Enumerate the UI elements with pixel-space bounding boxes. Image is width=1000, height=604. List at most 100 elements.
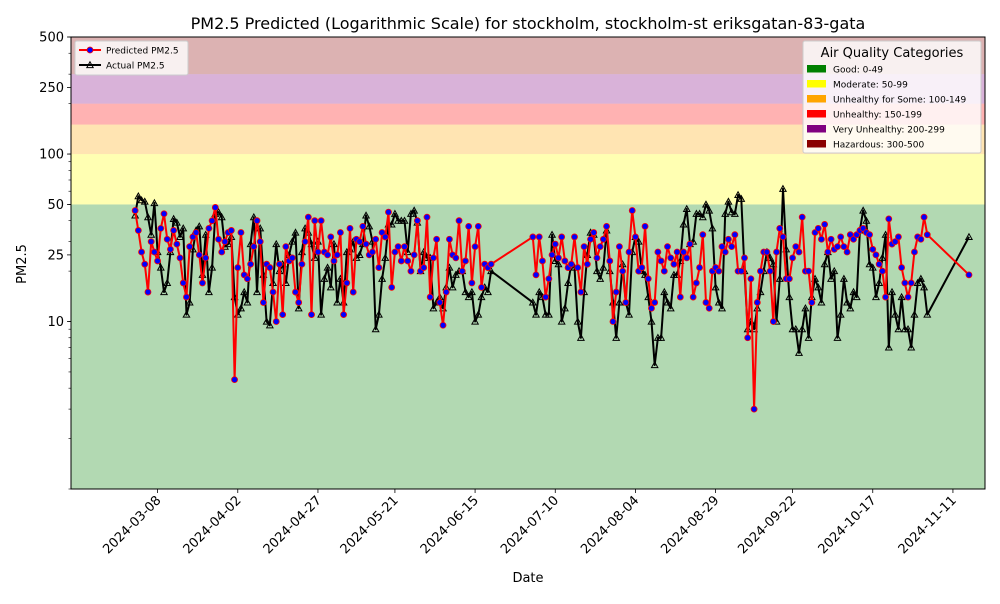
predicted-point: [195, 251, 203, 259]
actual-point: [714, 298, 723, 306]
series-0: [131, 204, 973, 413]
actual-point: [272, 239, 281, 248]
actual-point: [849, 287, 858, 296]
actual-point: [429, 304, 438, 312]
x-axis-label: Date: [512, 571, 543, 586]
aqi-legend-title: Air Quality Categories: [821, 46, 964, 61]
predicted-point: [891, 238, 899, 246]
actual-point: [320, 274, 329, 282]
predicted-point: [654, 248, 662, 256]
predicted-point: [574, 264, 582, 271]
predicted-point: [676, 293, 684, 301]
predicted-point: [369, 248, 376, 256]
predicted-point: [686, 240, 694, 248]
x-tick-label: 2024-04-02: [181, 493, 245, 557]
predicted-point: [737, 267, 745, 275]
predicted-point: [606, 257, 614, 265]
actual-point: [410, 206, 419, 214]
aqi-legend-swatch-0: [807, 65, 826, 73]
predicted-point: [468, 279, 476, 287]
predicted-point: [446, 235, 453, 243]
predicted-point: [237, 229, 245, 236]
predicted-point: [580, 243, 588, 251]
predicted-point: [199, 279, 206, 287]
actual-point: [451, 270, 460, 278]
predicted-point: [872, 251, 880, 259]
actual-point: [483, 287, 492, 296]
aqi-legend-swatch-2: [807, 95, 826, 103]
predicted-point: [866, 231, 873, 239]
legend-marker-circle: [86, 46, 94, 54]
actual-point: [156, 263, 165, 271]
actual-point: [859, 206, 868, 214]
predicted-point: [471, 243, 479, 251]
x-tick-label: 2024-08-29: [658, 493, 722, 557]
predicted-point: [529, 233, 537, 241]
predicted-point: [276, 260, 283, 268]
predicted-point: [814, 224, 822, 232]
actual-point: [548, 230, 557, 238]
predicted-point: [375, 264, 383, 271]
axes-frame: [70, 36, 986, 490]
actual-point: [910, 310, 919, 318]
predicted-point: [731, 231, 739, 239]
actual-point: [564, 278, 573, 286]
predicted-point: [311, 217, 319, 225]
predicted-point: [878, 267, 886, 275]
predicted-point: [699, 231, 707, 239]
predicted-point: [160, 210, 168, 218]
predicted-point: [362, 240, 370, 248]
predicted-point: [638, 264, 646, 271]
actual-point: [663, 298, 672, 306]
actual-point: [871, 292, 881, 301]
predicted-point: [702, 299, 710, 306]
predicted-point: [625, 248, 633, 256]
predicted-point: [923, 231, 931, 239]
actual-point: [791, 324, 800, 333]
actual-point: [576, 333, 585, 341]
actual-point: [660, 287, 669, 296]
y-axis-label: PM2.5: [15, 244, 30, 284]
x-tick-label: 2024-03-08: [100, 493, 164, 557]
actual-point: [163, 278, 172, 286]
predicted-point: [882, 293, 889, 301]
legend-marker-triangle: [85, 60, 95, 69]
actual-point: [721, 209, 730, 217]
actual-point: [243, 298, 252, 306]
predicted-point: [808, 299, 816, 306]
actual-point: [830, 266, 839, 275]
predicted-point: [596, 243, 604, 251]
predicted-point: [792, 243, 800, 251]
predicted-point: [439, 321, 447, 329]
actual-point: [737, 194, 746, 202]
predicted-point: [683, 254, 691, 262]
actual-point: [817, 298, 826, 306]
y-tick-label: 25: [47, 248, 64, 263]
predicted-point: [141, 260, 149, 268]
actual-point: [884, 343, 893, 351]
legend-label-0: Predicted PM2.5: [106, 47, 179, 57]
predicted-point: [202, 254, 210, 262]
predicted-point: [721, 248, 729, 256]
predicted-point: [644, 275, 652, 283]
predicted-point: [821, 221, 829, 228]
actual-point: [195, 222, 204, 230]
predicted-point: [834, 243, 841, 251]
predicted-point: [279, 311, 287, 318]
actual-point: [365, 222, 374, 230]
predicted-point: [234, 264, 242, 271]
predicted-point: [571, 233, 578, 241]
predicted-point: [616, 243, 623, 251]
predicted-point: [718, 243, 726, 251]
predicted-point: [744, 334, 752, 342]
actual-point: [361, 211, 371, 219]
predicted-point: [397, 257, 405, 265]
x-axis: 2024-03-08 2024-04-02 2024-04-27 2024-05-21…: [100, 489, 960, 557]
predicted-point: [330, 257, 338, 265]
predicted-point: [356, 238, 364, 246]
actual-point: [657, 333, 666, 341]
chart-title: PM2.5 Predicted (Logarithmic Scale) for …: [191, 14, 866, 33]
actual-point: [923, 310, 932, 318]
predicted-point: [776, 224, 784, 232]
actual-point: [913, 278, 922, 286]
